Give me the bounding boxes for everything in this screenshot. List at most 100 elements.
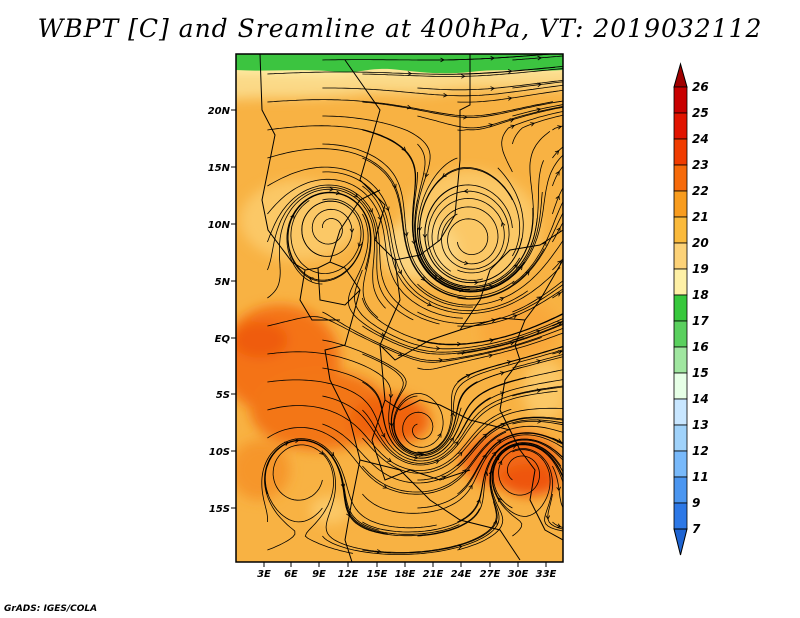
streamline-arrow bbox=[537, 419, 542, 424]
streamline-arrow bbox=[488, 353, 494, 358]
streamline-arrow bbox=[420, 276, 426, 281]
streamline bbox=[322, 84, 563, 97]
colorbar-label-19: 19 bbox=[692, 262, 709, 276]
streamline-arrow bbox=[458, 451, 463, 457]
colorbar-swatch bbox=[673, 242, 688, 270]
lat-label-20n: 20N bbox=[208, 106, 231, 117]
streamline-arrow bbox=[401, 146, 407, 152]
streamline-arrow bbox=[555, 170, 560, 176]
colorbar-swatch bbox=[673, 86, 688, 114]
streamline-arrow bbox=[380, 332, 386, 337]
streamline bbox=[457, 288, 563, 327]
streamline-arrow bbox=[290, 213, 295, 219]
streamline bbox=[491, 443, 563, 537]
lon-label-3e: 3E bbox=[257, 569, 271, 580]
lat-label-10s: 10S bbox=[209, 447, 230, 458]
lon-label-30e: 30E bbox=[508, 569, 529, 580]
colorbar-label-17: 17 bbox=[692, 314, 709, 328]
streamline-arrow bbox=[319, 450, 324, 455]
streamline-arrow bbox=[441, 475, 447, 480]
streamline-arrow bbox=[535, 329, 541, 334]
streamline bbox=[552, 350, 563, 355]
streamline bbox=[417, 432, 563, 509]
chart-title: WBPT [C] and Sreamline at 400hPa, VT: 20… bbox=[37, 14, 763, 43]
colorbar-label-14: 14 bbox=[692, 392, 709, 406]
streamline-arrow bbox=[556, 227, 561, 232]
streamline-arrow bbox=[498, 460, 503, 466]
colorbar-label-12: 12 bbox=[692, 444, 709, 458]
longitude-ticks bbox=[263, 562, 547, 567]
streamline bbox=[362, 369, 563, 459]
colorbar-label-13: 13 bbox=[692, 418, 709, 432]
streamline bbox=[512, 104, 563, 117]
streamline bbox=[362, 434, 563, 514]
streamline-arrow bbox=[489, 338, 495, 343]
streamline-arrow bbox=[353, 193, 359, 198]
streamline-arrow bbox=[463, 260, 469, 266]
lon-label-6e: 6E bbox=[284, 569, 298, 580]
colorbar-swatch bbox=[673, 424, 688, 452]
streamline-arrow bbox=[555, 195, 560, 200]
streamline bbox=[457, 442, 563, 551]
latitude-axis: 20N 15N 10N 5N EQ 5S 10S 15S bbox=[208, 106, 231, 515]
lat-label-10n: 10N bbox=[208, 220, 231, 231]
streamline-arrow bbox=[501, 221, 506, 227]
streamline bbox=[552, 165, 563, 187]
colorbar-label-9: 9 bbox=[692, 496, 700, 510]
streamline-arrow bbox=[463, 188, 469, 194]
lon-label-12e: 12E bbox=[338, 569, 359, 580]
lon-label-9e: 9E bbox=[312, 569, 326, 580]
streamline-arrow bbox=[530, 122, 535, 127]
colorbar-swatch bbox=[673, 164, 688, 192]
colorbar-label-11: 11 bbox=[692, 470, 709, 484]
streamline-arrow bbox=[335, 190, 341, 195]
streamline-arrow bbox=[512, 314, 518, 319]
streamline-arrow bbox=[437, 432, 442, 438]
lat-label-eq: EQ bbox=[215, 334, 231, 345]
streamline-arrow bbox=[490, 56, 496, 61]
colorbar-swatch bbox=[673, 346, 688, 374]
colorbar-swatch bbox=[673, 190, 688, 218]
streamline-arrow bbox=[542, 241, 547, 246]
streamline-arrow bbox=[500, 423, 506, 428]
streamline bbox=[362, 100, 563, 118]
colorbar-swatch bbox=[673, 398, 688, 426]
streamline-arrow bbox=[536, 296, 542, 301]
lon-label-21e: 21E bbox=[423, 569, 444, 580]
streamline-arrow bbox=[462, 468, 467, 474]
grads-credit: GrADS: IGES/COLA bbox=[4, 604, 98, 614]
colorbar-swatch bbox=[673, 294, 688, 322]
streamline-arrow bbox=[443, 92, 448, 98]
streamline-arrow bbox=[388, 394, 394, 399]
streamline-arrow bbox=[349, 228, 355, 234]
streamline bbox=[512, 386, 563, 397]
colorbar-label-16: 16 bbox=[692, 340, 709, 354]
colorbar-label-23: 23 bbox=[692, 158, 709, 172]
streamline-arrow bbox=[482, 433, 488, 438]
streamline-arrow bbox=[507, 96, 513, 101]
streamline-arrow bbox=[537, 82, 542, 88]
streamline-arrow bbox=[461, 74, 466, 79]
streamline-arrow bbox=[357, 242, 362, 248]
streamlines bbox=[261, 54, 563, 555]
longitude-axis: 3E 6E 9E 12E 15E 18E 21E 24E 27E 30E 33E bbox=[257, 569, 556, 580]
streamline-arrow bbox=[510, 124, 516, 129]
streamline bbox=[417, 154, 563, 293]
colorbar-swatch bbox=[673, 268, 688, 296]
colorbar-label-24: 24 bbox=[692, 132, 709, 146]
streamline bbox=[457, 211, 563, 300]
streamline-arrow bbox=[284, 441, 289, 446]
streamline bbox=[512, 81, 563, 89]
colorbar-label-22: 22 bbox=[692, 184, 709, 198]
colorbar-top-arrow bbox=[673, 62, 688, 88]
lat-label-5s: 5S bbox=[216, 390, 230, 401]
colorbar-swatch bbox=[673, 450, 688, 478]
streamline-arrow bbox=[376, 549, 382, 554]
streamline-arrow bbox=[465, 374, 471, 379]
lon-label-24e: 24E bbox=[451, 569, 472, 580]
colorbar-swatch bbox=[673, 216, 688, 244]
streamline-arrow bbox=[513, 264, 518, 269]
streamline-arrow bbox=[545, 515, 551, 520]
streamline bbox=[512, 420, 563, 426]
colorbar-swatch bbox=[673, 476, 688, 504]
